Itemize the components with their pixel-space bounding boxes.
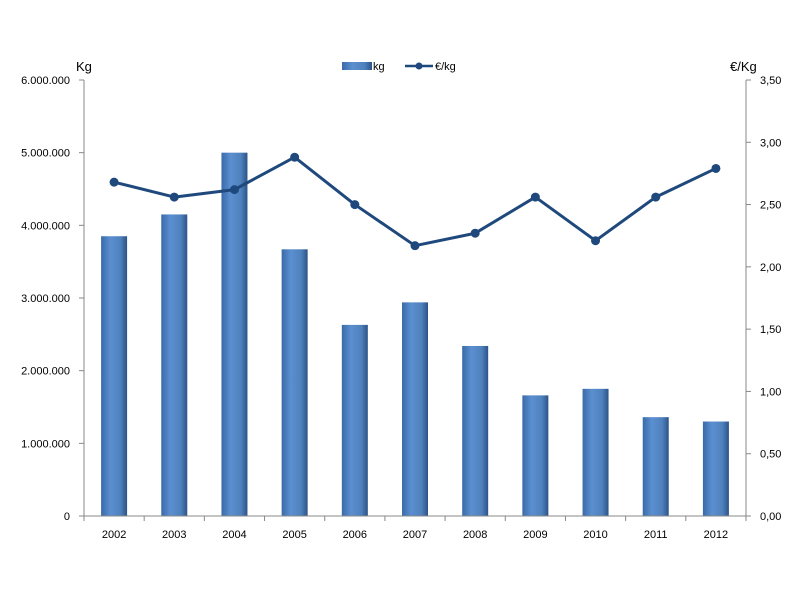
point-2002 [109,177,119,187]
legend-swatch-eur-marker [415,62,423,70]
right-tick-label: 3,00 [760,137,781,149]
x-tick-label: 2010 [583,529,607,541]
right-tick-label: 0,50 [760,449,781,461]
left-tick-label: 5.000.000 [21,148,70,160]
left-tick-label: 6.000.000 [21,75,70,87]
bar-2002 [101,236,128,516]
x-tick-label: 2003 [162,529,186,541]
right-tick-label: 0,00 [760,511,781,523]
point-2011 [651,192,661,202]
legend-swatch-kg [342,62,372,70]
point-2004 [229,185,239,195]
right-tick-label: 3,50 [760,75,781,87]
bar-2012 [702,421,729,516]
x-tick-label: 2009 [523,529,547,541]
bar-2008 [462,345,489,516]
legend: kg €/kg [342,61,456,73]
x-tick-label: 2007 [403,529,427,541]
right-tick-label: 1,00 [760,386,781,398]
point-2012 [711,163,721,173]
left-tick-label: 2.000.000 [21,366,70,378]
right-tick-label: 1,50 [760,324,781,336]
point-2003 [169,192,179,202]
left-axis-title: Kg [76,59,92,74]
x-tick-label: 2005 [282,529,306,541]
legend-label-kg: kg [373,61,385,73]
x-tick-label: 2011 [644,529,668,541]
right-tick-label: 2,00 [760,262,781,274]
point-2007 [410,241,420,251]
legend-label-eur-per-kg: €/kg [435,61,456,73]
point-2010 [591,236,601,246]
bar-2011 [642,417,669,516]
eur-per-kg-line [113,155,717,248]
left-tick-label: 4.000.000 [21,220,70,232]
x-axis-ticks: 2002 2003 2004 2005 2006 2007 2008 2009 2010 2011… [83,516,747,541]
bar-2006 [341,324,368,516]
bar-2004 [221,152,248,516]
left-tick-label: 3.000.000 [21,293,70,305]
point-2009 [530,192,540,202]
left-tick-label: 1.000.000 [21,438,70,450]
bar-2010 [582,388,609,516]
left-axis-ticks: 0 1.000.000 2.000.000 3.000.000 4.000.000 5.0… [21,75,84,523]
point-2006 [350,200,360,210]
x-tick-label: 2008 [463,529,487,541]
bar-2007 [402,302,428,516]
point-2008 [470,228,480,238]
right-axis-title: €/Kg [730,59,757,74]
x-tick-label: 2004 [222,529,246,541]
bar-series-kg [101,152,729,516]
line-series-eur-per-kg [109,152,721,251]
point-2005 [290,152,300,162]
x-tick-label: 2006 [343,529,367,541]
bar-2005 [281,249,308,516]
x-tick-label: 2012 [704,529,728,541]
x-tick-label: 2002 [102,529,126,541]
right-axis-ticks: 0,00 0,50 1,00 1,50 2,00 2,50 3,00 3,50 [746,75,781,523]
bar-2009 [522,395,549,516]
right-tick-label: 2,50 [760,200,781,212]
bar-2003 [161,214,188,516]
left-tick-label: 0 [64,511,70,523]
